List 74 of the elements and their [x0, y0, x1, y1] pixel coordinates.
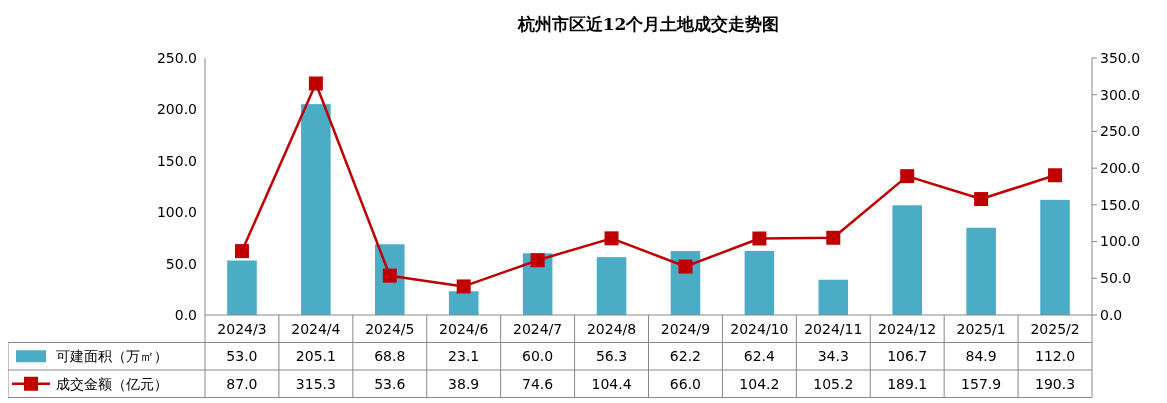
x-tick-label: 2024/10 [730, 320, 789, 337]
y-tick-label: 200.0 [156, 101, 197, 118]
point [678, 259, 693, 274]
y2-tick-label: 0.0 [1100, 306, 1123, 323]
legend-label: 可建面积（万㎡） [56, 348, 168, 365]
data-label: 62.4 [743, 348, 776, 365]
y-tick-label: 50.0 [165, 255, 197, 272]
point [974, 192, 989, 207]
point [456, 279, 471, 294]
y-tick-label: 100.0 [156, 204, 197, 221]
x-tick-label: 2024/8 [586, 320, 637, 337]
x-tick-label: 2025/2 [1030, 320, 1080, 337]
bar [301, 104, 331, 315]
data-label: 315.3 [295, 375, 336, 392]
y2-tick-label: 200.0 [1100, 160, 1141, 177]
point [1048, 168, 1063, 183]
point [900, 169, 915, 184]
data-label: 53.0 [226, 348, 258, 365]
x-tick-label: 2024/5 [365, 320, 415, 337]
data-label: 205.1 [295, 348, 336, 365]
data-label: 56.3 [595, 348, 628, 365]
y2-tick-label: 50.0 [1100, 270, 1132, 287]
data-label: 84.9 [965, 348, 997, 365]
chart-title: 杭州市区近12个月土地成交走势图 [516, 14, 780, 34]
y-tick-label: 0.0 [174, 306, 197, 323]
bar [1040, 199, 1070, 315]
x-tick-label: 2024/6 [439, 320, 489, 337]
data-label: 74.6 [522, 375, 554, 392]
data-label: 60.0 [522, 348, 554, 365]
data-label: 87.0 [226, 375, 258, 392]
data-label: 23.1 [448, 348, 480, 365]
data-label: 34.3 [817, 348, 849, 365]
y-tick-label: 150.0 [156, 152, 197, 169]
bar [744, 250, 775, 315]
data-label: 112.0 [1034, 348, 1076, 365]
bar [448, 291, 479, 315]
data-label: 53.6 [374, 375, 406, 392]
data-label: 157.9 [961, 375, 1002, 392]
legend-label: 成交金额（亿元） [56, 375, 168, 392]
data-label: 106.7 [887, 348, 928, 365]
point [234, 244, 249, 259]
data-label: 68.8 [374, 348, 406, 365]
data-label: 105.2 [813, 375, 854, 392]
data-label: 189.1 [887, 375, 928, 392]
bar [227, 260, 257, 315]
x-tick-label: 2024/11 [804, 320, 863, 337]
bar [892, 205, 922, 315]
point [604, 231, 619, 246]
bar [966, 227, 996, 315]
x-tick-label: 2024/7 [512, 320, 563, 337]
data-label: 66.0 [669, 375, 702, 392]
data-label: 104.2 [739, 375, 780, 392]
y2-tick-label: 300.0 [1100, 86, 1141, 103]
y2-tick-label: 350.0 [1100, 49, 1141, 66]
x-tick-label: 2025/1 [956, 320, 1006, 337]
point [382, 268, 397, 283]
data-label: 62.2 [669, 348, 702, 365]
data-label: 104.4 [591, 375, 632, 392]
data-label: 38.9 [448, 375, 480, 392]
bar [818, 279, 849, 315]
point [752, 231, 767, 246]
y2-tick-label: 100.0 [1100, 233, 1141, 250]
data-label: 190.3 [1034, 375, 1076, 392]
bar [596, 257, 627, 315]
point [530, 253, 545, 268]
y-tick-label: 250.0 [156, 49, 197, 66]
x-tick-label: 2024/3 [217, 320, 267, 337]
x-tick-label: 2024/9 [660, 320, 711, 337]
x-tick-label: 2024/12 [878, 320, 937, 337]
x-tick-label: 2024/4 [291, 320, 341, 337]
point [308, 76, 323, 91]
point [826, 230, 841, 245]
y2-tick-label: 150.0 [1100, 196, 1141, 213]
y2-tick-label: 250.0 [1100, 123, 1141, 140]
